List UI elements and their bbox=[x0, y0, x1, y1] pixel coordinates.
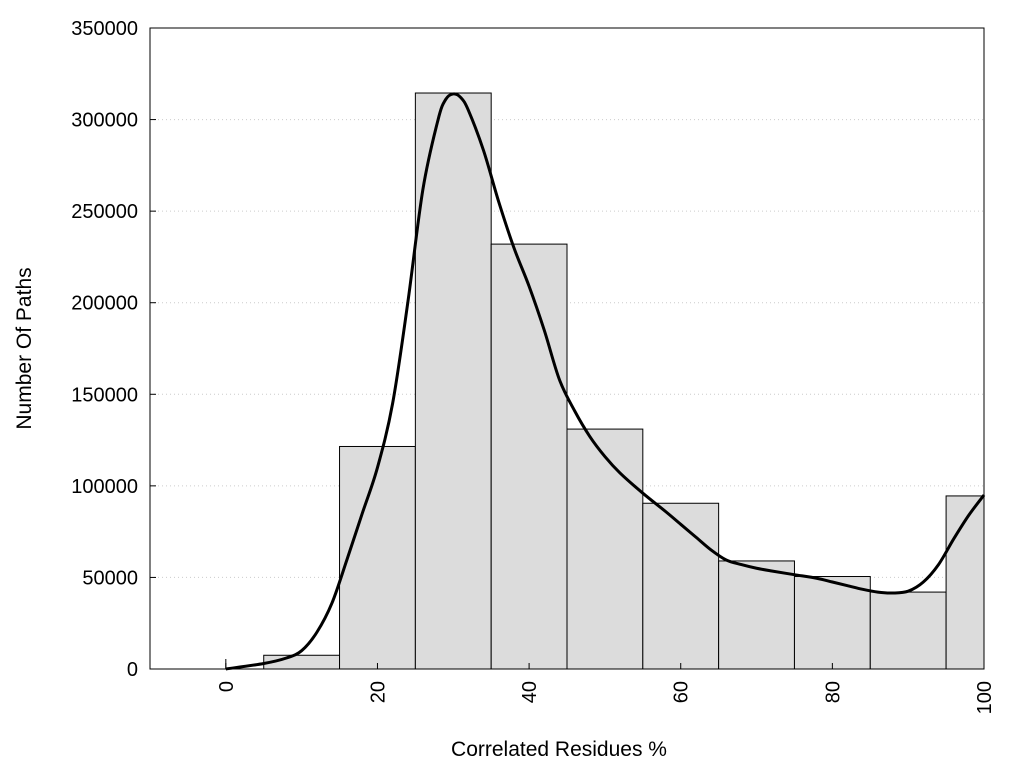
x-tick-label-4: 80 bbox=[822, 681, 844, 703]
bar-7 bbox=[718, 560, 795, 670]
x-tick-label-0: 0 bbox=[216, 681, 238, 692]
y-tick-label-2: 100000 bbox=[71, 476, 138, 498]
density-curve-layer bbox=[225, 92, 986, 671]
x-tick-label-3: 60 bbox=[671, 681, 693, 703]
plot-frame bbox=[149, 27, 985, 670]
bars bbox=[225, 92, 985, 670]
bar-10 bbox=[945, 495, 985, 670]
x-tick-label-1: 20 bbox=[367, 681, 389, 703]
bar-2 bbox=[339, 445, 416, 670]
y-axis-ticks: 0 50000 100000 150000 200000 250000 300000 3500… bbox=[71, 18, 156, 681]
x-tick-label-5: 100 bbox=[974, 681, 996, 714]
y-tick-label-1: 50000 bbox=[82, 567, 138, 589]
bar-4 bbox=[490, 243, 568, 670]
y-tick-label-5: 250000 bbox=[71, 201, 138, 223]
y-tick-label-0: 0 bbox=[127, 659, 138, 681]
y-tick-label-3: 150000 bbox=[71, 384, 138, 406]
bar-5 bbox=[566, 428, 644, 670]
bar-8 bbox=[793, 576, 871, 670]
y-tick-label-4: 200000 bbox=[71, 293, 138, 315]
bar-3 bbox=[414, 92, 492, 670]
bar-6 bbox=[642, 502, 720, 670]
density-curve bbox=[225, 92, 986, 671]
y-tick-label-6: 300000 bbox=[71, 110, 138, 132]
x-tick-label-2: 40 bbox=[519, 681, 541, 703]
bar-9 bbox=[869, 591, 947, 670]
y-tick-label-7: 350000 bbox=[71, 18, 138, 40]
y-axis-title: Number Of Paths bbox=[13, 267, 36, 429]
x-axis-ticks: 0 20 40 60 80 100 bbox=[216, 663, 996, 714]
x-axis-title: Correlated Residues % bbox=[451, 738, 667, 761]
